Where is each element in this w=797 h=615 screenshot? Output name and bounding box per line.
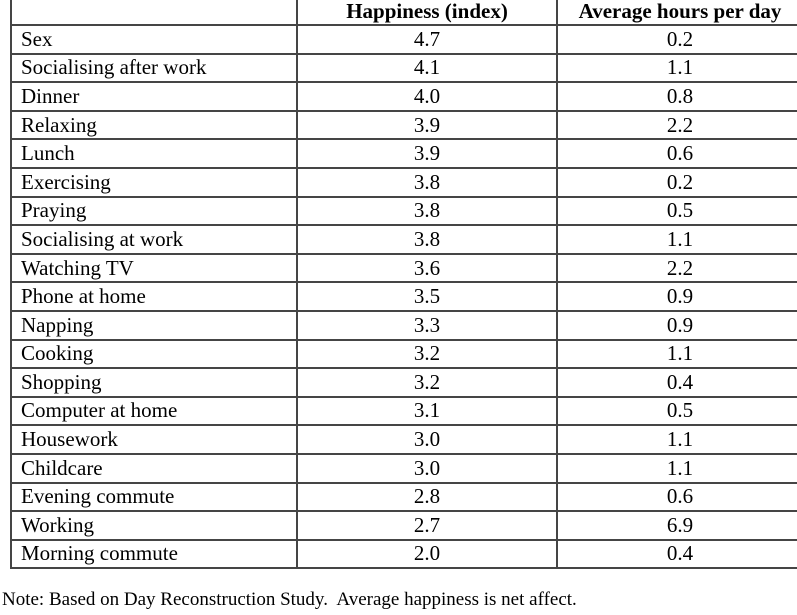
- table-row: Working 2.7 6.9: [10, 510, 797, 541]
- activity-cell: Computer at home: [10, 395, 298, 427]
- happiness-cell: 4.7: [296, 24, 558, 55]
- happiness-by-activity-table: Happiness (index) Average hours per day …: [10, 0, 797, 570]
- table-row: Housework 3.0 1.1: [10, 424, 797, 455]
- hours-cell: 1.1: [556, 338, 797, 370]
- happiness-cell: 3.1: [296, 395, 558, 427]
- happiness-cell: 2.8: [296, 481, 558, 513]
- hours-cell: 0.9: [556, 281, 797, 312]
- happiness-cell: 3.8: [296, 195, 558, 227]
- table-row: Exercising 3.8 0.2: [10, 166, 797, 198]
- table-row: Dinner 4.0 0.8: [10, 81, 797, 112]
- activity-cell: Childcare: [10, 452, 298, 484]
- happiness-cell: 3.5: [296, 281, 558, 312]
- happiness-cell: 3.8: [296, 224, 558, 255]
- hours-cell: 2.2: [556, 109, 797, 141]
- table-row: Childcare 3.0 1.1: [10, 452, 797, 484]
- table-row: Shopping 3.2 0.4: [10, 367, 797, 398]
- activity-cell: Dinner: [10, 81, 298, 112]
- col-header-average-hours-per-day: Average hours per day: [556, 0, 797, 26]
- table-row: Computer at home 3.1 0.5: [10, 395, 797, 427]
- table-container: Happiness (index) Average hours per day …: [10, 0, 797, 570]
- activity-cell: Evening commute: [10, 481, 298, 513]
- hours-cell: 0.2: [556, 24, 797, 55]
- activity-cell: Phone at home: [10, 281, 298, 312]
- table-row: Praying 3.8 0.5: [10, 195, 797, 227]
- activity-cell: Napping: [10, 309, 298, 341]
- activity-cell: Relaxing: [10, 109, 298, 141]
- happiness-cell: 3.8: [296, 166, 558, 198]
- table-row: Watching TV 3.6 2.2: [10, 252, 797, 284]
- table-row: Phone at home 3.5 0.9: [10, 281, 797, 312]
- hours-cell: 0.2: [556, 166, 797, 198]
- table-row: Socialising after work 4.1 1.1: [10, 52, 797, 84]
- table-body: Sex 4.7 0.2 Socialising after work 4.1 1.1 Din…: [10, 24, 797, 570]
- happiness-cell: 3.9: [296, 138, 558, 169]
- col-header-activity: [10, 0, 298, 26]
- activity-cell: Watching TV: [10, 252, 298, 284]
- header-row: Happiness (index) Average hours per day: [10, 0, 797, 26]
- hours-cell: 6.9: [556, 510, 797, 541]
- hours-cell: 0.9: [556, 309, 797, 341]
- happiness-cell: 2.0: [296, 538, 558, 570]
- happiness-cell: 3.0: [296, 452, 558, 484]
- activity-cell: Shopping: [10, 367, 298, 398]
- table-row: Cooking 3.2 1.1: [10, 338, 797, 370]
- hours-cell: 0.6: [556, 481, 797, 513]
- table-row: Evening commute 2.8 0.6: [10, 481, 797, 513]
- hours-cell: 2.2: [556, 252, 797, 284]
- activity-cell: Socialising at work: [10, 224, 298, 255]
- hours-cell: 1.1: [556, 224, 797, 255]
- activity-cell: Praying: [10, 195, 298, 227]
- table-row: Relaxing 3.9 2.2: [10, 109, 797, 141]
- hours-cell: 0.8: [556, 81, 797, 112]
- hours-cell: 1.1: [556, 452, 797, 484]
- hours-cell: 0.5: [556, 195, 797, 227]
- activity-cell: Sex: [10, 24, 298, 55]
- happiness-cell: 3.6: [296, 252, 558, 284]
- happiness-cell: 3.0: [296, 424, 558, 455]
- activity-cell: Exercising: [10, 166, 298, 198]
- happiness-cell: 3.9: [296, 109, 558, 141]
- table-row: Morning commute 2.0 0.4: [10, 538, 797, 570]
- hours-cell: 0.4: [556, 538, 797, 570]
- table-row: Lunch 3.9 0.6: [10, 138, 797, 169]
- col-header-happiness-index: Happiness (index): [296, 0, 558, 26]
- happiness-cell: 2.7: [296, 510, 558, 541]
- activity-cell: Working: [10, 510, 298, 541]
- table-note: Note: Based on Day Reconstruction Study.…: [2, 589, 577, 610]
- activity-cell: Lunch: [10, 138, 298, 169]
- table-row: Socialising at work 3.8 1.1: [10, 224, 797, 255]
- happiness-cell: 3.2: [296, 367, 558, 398]
- hours-cell: 0.4: [556, 367, 797, 398]
- happiness-cell: 3.3: [296, 309, 558, 341]
- activity-cell: Housework: [10, 424, 298, 455]
- table-row: Sex 4.7 0.2: [10, 24, 797, 55]
- activity-cell: Socialising after work: [10, 52, 298, 84]
- hours-cell: 0.6: [556, 138, 797, 169]
- activity-cell: Cooking: [10, 338, 298, 370]
- activity-cell: Morning commute: [10, 538, 298, 570]
- table-row: Napping 3.3 0.9: [10, 309, 797, 341]
- hours-cell: 1.1: [556, 52, 797, 84]
- hours-cell: 0.5: [556, 395, 797, 427]
- happiness-cell: 3.2: [296, 338, 558, 370]
- happiness-cell: 4.0: [296, 81, 558, 112]
- hours-cell: 1.1: [556, 424, 797, 455]
- happiness-cell: 4.1: [296, 52, 558, 84]
